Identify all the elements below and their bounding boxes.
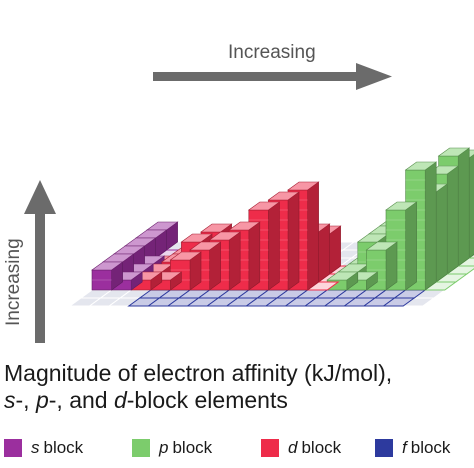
arrow-layer: Increasing Increasing xyxy=(3,42,392,343)
legend-word-f: block xyxy=(410,438,451,457)
x-arrow-label: Increasing xyxy=(228,42,316,63)
bar xyxy=(326,271,359,291)
x-arrow xyxy=(153,63,392,90)
title-p-letter: p xyxy=(35,387,49,413)
legend-swatch-d xyxy=(261,439,279,457)
title-sep-1: -, xyxy=(15,387,36,413)
bar xyxy=(91,261,124,291)
title-d-letter: d xyxy=(113,387,127,413)
chart-area: Increasing Increasing xyxy=(3,42,474,343)
f-block-tile xyxy=(382,297,416,307)
legend-item-d: d block xyxy=(261,438,341,458)
legend-swatch-f xyxy=(375,439,393,457)
legend: s block p block d block f block xyxy=(0,438,474,464)
title-sep-2: -, and xyxy=(48,387,114,413)
title-tail: -block elements xyxy=(126,387,288,413)
title-s-letter: s xyxy=(4,387,16,413)
legend-swatch-p xyxy=(132,439,150,457)
chart-title: Magnitude of electron affinity (kJ/mol),… xyxy=(4,360,470,414)
legend-letter-d: d xyxy=(288,438,298,457)
legend-word-p: block xyxy=(172,438,213,457)
legend-item-f: f block xyxy=(375,438,450,458)
legend-item-s: s block xyxy=(4,438,83,458)
chart-title-line1: Magnitude of electron affinity (kJ/mol), xyxy=(4,360,393,386)
legend-item-p: p block xyxy=(132,438,212,458)
legend-swatch-s xyxy=(4,439,22,457)
bar-layer xyxy=(91,147,474,291)
legend-letter-s: s xyxy=(31,438,40,457)
electron-affinity-chart: Increasing Increasing xyxy=(3,42,474,343)
legend-letter-f: f xyxy=(402,438,407,457)
y-arrow xyxy=(24,180,56,343)
legend-word-s: block xyxy=(43,438,84,457)
legend-word-d: block xyxy=(301,438,342,457)
y-arrow-label: Increasing xyxy=(3,238,24,326)
chart-title-line2: s-, p-, and d-block elements xyxy=(4,387,470,414)
legend-letter-p: p xyxy=(159,438,169,457)
